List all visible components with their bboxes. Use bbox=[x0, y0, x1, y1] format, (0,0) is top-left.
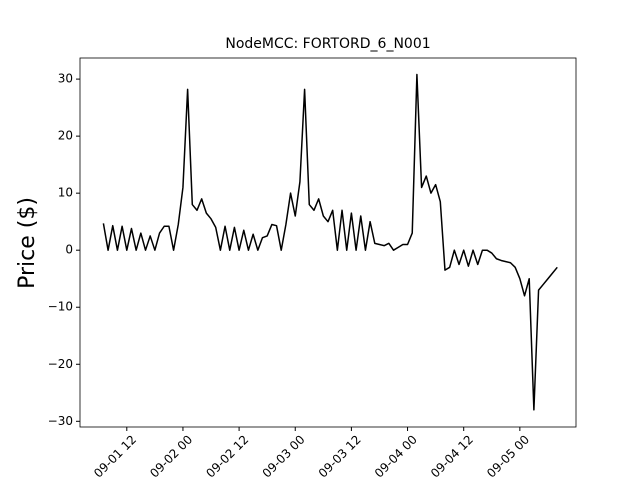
y-tick-label: −10 bbox=[48, 300, 73, 314]
y-tick-label: 20 bbox=[58, 129, 73, 143]
line-series bbox=[102, 73, 558, 411]
y-axis-label: Price ($) bbox=[15, 197, 40, 289]
y-tick-label: −20 bbox=[48, 357, 73, 371]
y-tick-label: 0 bbox=[65, 243, 73, 257]
y-tick-label: 30 bbox=[58, 72, 73, 86]
y-tick-label: 10 bbox=[58, 186, 73, 200]
chart-title: NodeMCC: FORTORD_6_N001 bbox=[225, 36, 430, 52]
plot-frame bbox=[79, 57, 577, 428]
y-tick-label: −30 bbox=[48, 414, 73, 428]
